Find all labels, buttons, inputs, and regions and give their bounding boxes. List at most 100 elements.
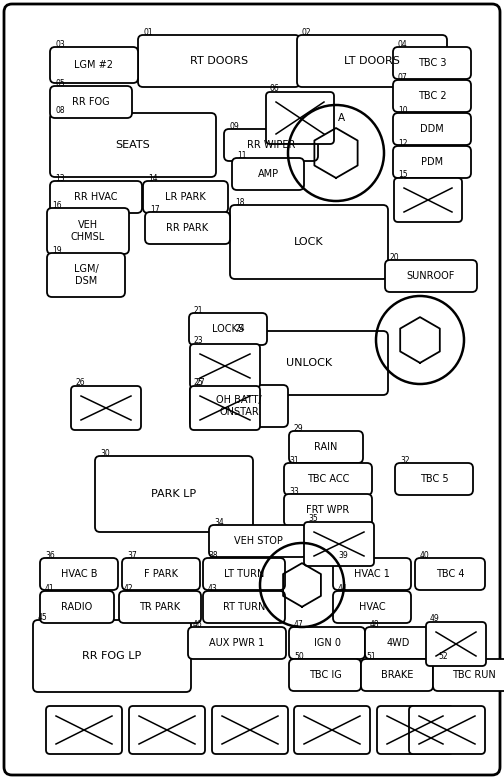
Text: OH BATT/
ONSTAR: OH BATT/ ONSTAR bbox=[216, 395, 262, 417]
Text: RR FOG: RR FOG bbox=[72, 97, 110, 107]
FancyBboxPatch shape bbox=[230, 331, 388, 395]
Text: 4WD: 4WD bbox=[386, 638, 410, 648]
FancyBboxPatch shape bbox=[224, 129, 318, 161]
FancyBboxPatch shape bbox=[203, 591, 285, 623]
Text: HVAC: HVAC bbox=[359, 602, 386, 612]
Text: 29: 29 bbox=[294, 424, 303, 433]
Text: TBC 5: TBC 5 bbox=[420, 474, 449, 484]
Text: IGN 0: IGN 0 bbox=[313, 638, 341, 648]
Text: 19: 19 bbox=[52, 246, 61, 255]
FancyBboxPatch shape bbox=[377, 706, 453, 754]
Text: 48: 48 bbox=[370, 620, 380, 629]
Text: VEH
CHMSL: VEH CHMSL bbox=[71, 220, 105, 241]
FancyBboxPatch shape bbox=[119, 591, 201, 623]
Text: 08: 08 bbox=[55, 106, 65, 115]
FancyBboxPatch shape bbox=[129, 706, 205, 754]
Text: 52: 52 bbox=[438, 652, 448, 661]
Text: 07: 07 bbox=[398, 73, 408, 82]
Text: 39: 39 bbox=[338, 551, 348, 560]
Text: 44: 44 bbox=[338, 584, 348, 593]
Text: 41: 41 bbox=[45, 584, 54, 593]
FancyBboxPatch shape bbox=[50, 47, 138, 83]
Text: 25: 25 bbox=[194, 378, 204, 387]
FancyBboxPatch shape bbox=[333, 591, 411, 623]
FancyBboxPatch shape bbox=[122, 558, 200, 590]
FancyBboxPatch shape bbox=[189, 313, 267, 345]
Text: 01: 01 bbox=[143, 28, 153, 37]
FancyBboxPatch shape bbox=[46, 706, 122, 754]
FancyBboxPatch shape bbox=[190, 344, 260, 388]
Text: FRT WPR: FRT WPR bbox=[306, 505, 350, 515]
Text: 50: 50 bbox=[294, 652, 304, 661]
Text: RR HVAC: RR HVAC bbox=[74, 192, 118, 202]
Text: HVAC 1: HVAC 1 bbox=[354, 569, 390, 579]
FancyBboxPatch shape bbox=[71, 386, 141, 430]
Text: 13: 13 bbox=[55, 174, 65, 183]
Text: 17: 17 bbox=[150, 205, 160, 214]
Text: UNLOCK: UNLOCK bbox=[286, 358, 332, 368]
FancyBboxPatch shape bbox=[365, 627, 431, 659]
Text: 37: 37 bbox=[127, 551, 137, 560]
Text: PDM: PDM bbox=[421, 157, 443, 167]
Text: A: A bbox=[338, 113, 345, 123]
FancyBboxPatch shape bbox=[4, 4, 500, 775]
FancyBboxPatch shape bbox=[50, 86, 132, 118]
Text: AMP: AMP bbox=[258, 169, 279, 179]
FancyBboxPatch shape bbox=[95, 456, 253, 532]
FancyBboxPatch shape bbox=[212, 706, 288, 754]
Text: 09: 09 bbox=[229, 122, 239, 131]
FancyBboxPatch shape bbox=[203, 558, 285, 590]
FancyBboxPatch shape bbox=[33, 620, 191, 692]
Text: TBC 2: TBC 2 bbox=[418, 91, 447, 101]
Text: VEH STOP: VEH STOP bbox=[233, 536, 282, 546]
FancyBboxPatch shape bbox=[138, 35, 300, 87]
FancyBboxPatch shape bbox=[297, 35, 447, 87]
Text: LOCK: LOCK bbox=[294, 237, 324, 247]
Text: 18: 18 bbox=[235, 198, 244, 207]
Text: 15: 15 bbox=[398, 170, 408, 179]
Text: 11: 11 bbox=[237, 151, 246, 160]
Text: RR WIPER: RR WIPER bbox=[247, 140, 295, 150]
Text: 27: 27 bbox=[195, 378, 205, 387]
Text: F PARK: F PARK bbox=[144, 569, 178, 579]
FancyBboxPatch shape bbox=[289, 659, 361, 691]
Text: 24: 24 bbox=[235, 324, 244, 333]
Text: LR PARK: LR PARK bbox=[165, 192, 206, 202]
Text: 42: 42 bbox=[124, 584, 134, 593]
Text: RAIN: RAIN bbox=[314, 442, 338, 452]
FancyBboxPatch shape bbox=[289, 431, 363, 463]
FancyBboxPatch shape bbox=[393, 80, 471, 112]
Text: 06: 06 bbox=[270, 84, 280, 93]
Text: RR PARK: RR PARK bbox=[166, 223, 209, 233]
FancyBboxPatch shape bbox=[393, 47, 471, 79]
FancyBboxPatch shape bbox=[190, 386, 260, 430]
Text: SEATS: SEATS bbox=[115, 140, 150, 150]
FancyBboxPatch shape bbox=[409, 706, 485, 754]
FancyBboxPatch shape bbox=[395, 463, 473, 495]
Text: 05: 05 bbox=[55, 79, 65, 88]
FancyBboxPatch shape bbox=[333, 558, 411, 590]
Text: PARK LP: PARK LP bbox=[151, 489, 197, 499]
FancyBboxPatch shape bbox=[266, 92, 334, 144]
Text: BRAKE: BRAKE bbox=[381, 670, 413, 680]
FancyBboxPatch shape bbox=[284, 463, 372, 495]
FancyBboxPatch shape bbox=[188, 627, 286, 659]
Text: HVAC B: HVAC B bbox=[61, 569, 97, 579]
Text: 32: 32 bbox=[400, 456, 410, 465]
Text: LGM #2: LGM #2 bbox=[75, 60, 113, 70]
Text: 26: 26 bbox=[75, 378, 85, 387]
FancyBboxPatch shape bbox=[294, 706, 370, 754]
Text: 03: 03 bbox=[55, 40, 65, 49]
Text: TBC ACC: TBC ACC bbox=[307, 474, 349, 484]
Text: RT TURN: RT TURN bbox=[223, 602, 265, 612]
FancyBboxPatch shape bbox=[385, 260, 477, 292]
Text: AUX PWR 1: AUX PWR 1 bbox=[209, 638, 265, 648]
Text: 51: 51 bbox=[366, 652, 375, 661]
FancyBboxPatch shape bbox=[50, 113, 216, 177]
FancyBboxPatch shape bbox=[426, 622, 486, 666]
FancyBboxPatch shape bbox=[209, 525, 307, 557]
Text: RT DOORS: RT DOORS bbox=[190, 56, 248, 66]
Text: RR FOG LP: RR FOG LP bbox=[82, 651, 142, 661]
FancyBboxPatch shape bbox=[190, 385, 288, 427]
Text: 30: 30 bbox=[100, 449, 110, 458]
